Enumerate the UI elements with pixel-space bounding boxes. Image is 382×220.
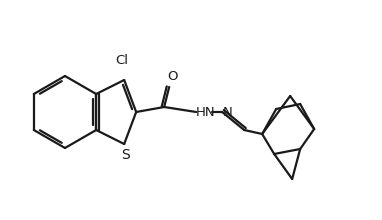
Text: S: S bbox=[121, 148, 129, 162]
Text: HN: HN bbox=[196, 106, 216, 119]
Text: N: N bbox=[223, 106, 233, 119]
Text: Cl: Cl bbox=[116, 54, 129, 67]
Text: O: O bbox=[167, 70, 177, 83]
